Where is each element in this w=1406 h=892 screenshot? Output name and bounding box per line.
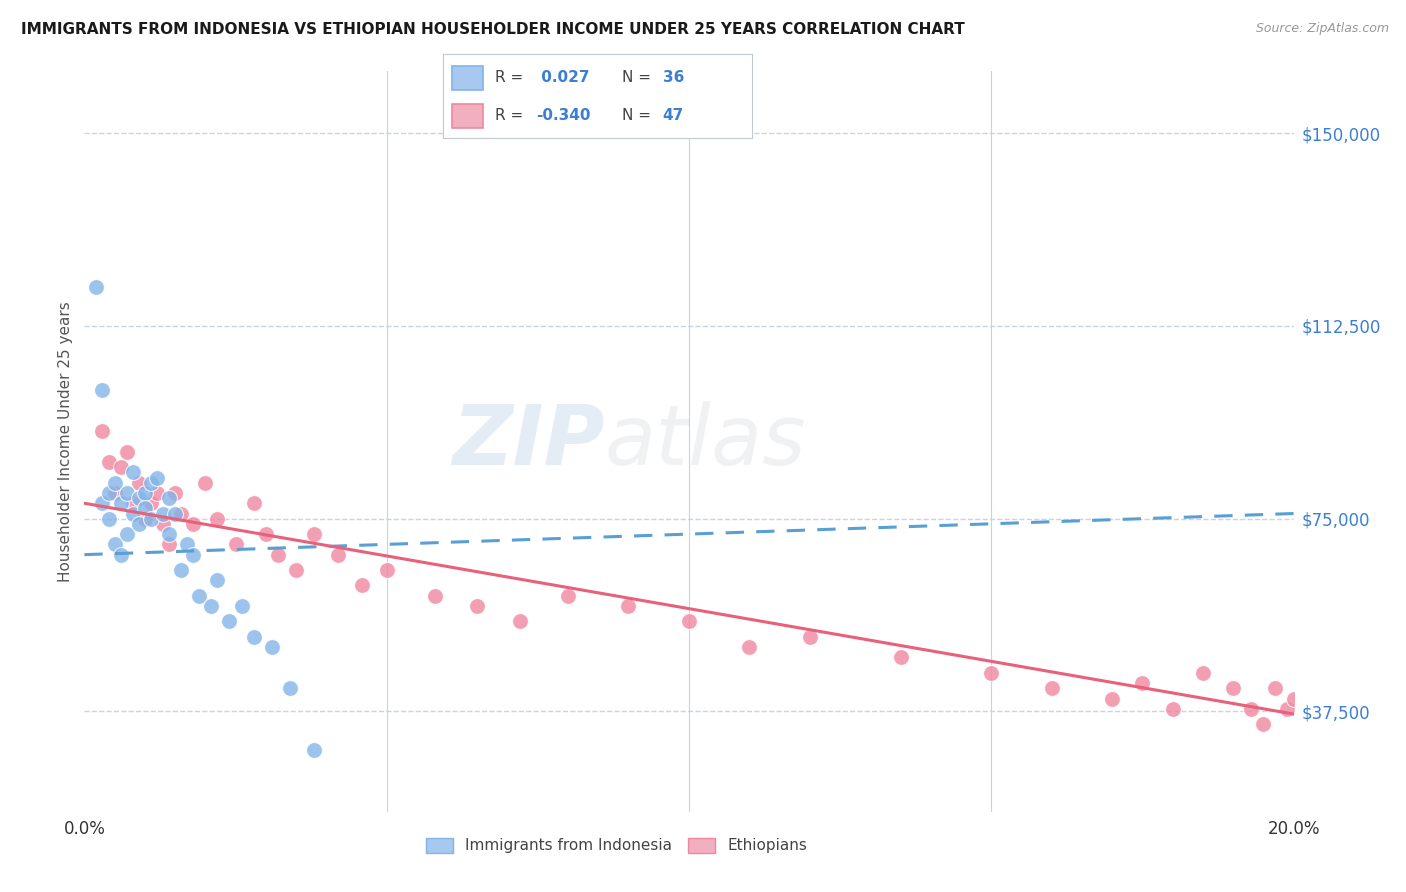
Point — [128, 491, 150, 505]
Point — [165, 486, 187, 500]
Point — [302, 527, 325, 541]
Point — [146, 486, 169, 500]
Point — [738, 640, 761, 655]
Point — [115, 486, 138, 500]
Point — [152, 507, 174, 521]
Point — [617, 599, 640, 613]
Point — [278, 681, 301, 696]
Point — [1161, 702, 1184, 716]
Point — [104, 537, 127, 551]
Point — [157, 537, 180, 551]
Point — [128, 516, 150, 531]
Point — [242, 496, 264, 510]
Point — [97, 486, 120, 500]
Point — [1192, 665, 1215, 680]
Point — [115, 445, 138, 459]
Point — [139, 475, 162, 490]
Point — [128, 475, 150, 490]
Text: atlas: atlas — [605, 401, 806, 482]
Text: R =: R = — [495, 108, 523, 123]
Text: IMMIGRANTS FROM INDONESIA VS ETHIOPIAN HOUSEHOLDER INCOME UNDER 25 YEARS CORRELA: IMMIGRANTS FROM INDONESIA VS ETHIOPIAN H… — [21, 22, 965, 37]
Point — [328, 548, 350, 562]
Point — [152, 516, 174, 531]
Point — [86, 280, 108, 294]
Point — [799, 630, 821, 644]
Point — [231, 599, 253, 613]
Point — [121, 466, 143, 480]
Point — [285, 563, 308, 577]
Point — [91, 496, 114, 510]
Point — [1264, 681, 1286, 696]
Point — [260, 640, 283, 655]
Point — [467, 599, 489, 613]
Point — [1101, 691, 1123, 706]
Point — [352, 578, 374, 592]
Text: 47: 47 — [662, 108, 683, 123]
Point — [146, 470, 169, 484]
Point — [678, 615, 700, 629]
Point — [97, 511, 120, 525]
Point — [188, 589, 211, 603]
Point — [110, 496, 132, 510]
Point — [139, 496, 162, 510]
Point — [115, 527, 138, 541]
Point — [890, 650, 912, 665]
FancyBboxPatch shape — [453, 104, 484, 128]
Point — [181, 548, 204, 562]
Point — [557, 589, 579, 603]
Point — [157, 527, 180, 541]
Point — [1282, 691, 1305, 706]
Point — [176, 537, 198, 551]
Text: -0.340: -0.340 — [536, 108, 591, 123]
Point — [170, 563, 193, 577]
Point — [134, 486, 156, 500]
Point — [218, 615, 240, 629]
Point — [134, 501, 156, 516]
Point — [207, 511, 229, 525]
Text: 0.027: 0.027 — [536, 70, 589, 85]
Text: 36: 36 — [662, 70, 683, 85]
Point — [242, 630, 264, 644]
Point — [170, 507, 193, 521]
Point — [104, 475, 127, 490]
Point — [267, 548, 290, 562]
Point — [1253, 717, 1275, 731]
Point — [139, 511, 162, 525]
Point — [97, 455, 120, 469]
Text: ZIP: ZIP — [451, 401, 605, 482]
Text: R =: R = — [495, 70, 523, 85]
Legend: Immigrants from Indonesia, Ethiopians: Immigrants from Indonesia, Ethiopians — [419, 831, 813, 860]
Point — [110, 548, 132, 562]
Point — [157, 491, 180, 505]
Point — [91, 383, 114, 397]
Text: N =: N = — [623, 108, 651, 123]
Point — [1130, 676, 1153, 690]
Point — [423, 589, 446, 603]
Point — [302, 743, 325, 757]
Point — [181, 516, 204, 531]
Point — [1040, 681, 1063, 696]
Point — [375, 563, 398, 577]
Point — [207, 574, 229, 588]
Point — [194, 475, 217, 490]
Point — [200, 599, 222, 613]
Text: Source: ZipAtlas.com: Source: ZipAtlas.com — [1256, 22, 1389, 36]
Point — [91, 424, 114, 438]
Point — [134, 511, 156, 525]
Point — [165, 507, 187, 521]
Point — [121, 496, 143, 510]
Point — [254, 527, 277, 541]
Point — [225, 537, 247, 551]
Point — [980, 665, 1002, 680]
Point — [509, 615, 531, 629]
Point — [1240, 702, 1263, 716]
Point — [104, 486, 127, 500]
Point — [110, 460, 132, 475]
Point — [1222, 681, 1244, 696]
Y-axis label: Householder Income Under 25 years: Householder Income Under 25 years — [58, 301, 73, 582]
Point — [1277, 702, 1299, 716]
Text: N =: N = — [623, 70, 651, 85]
FancyBboxPatch shape — [453, 66, 484, 90]
Point — [121, 507, 143, 521]
